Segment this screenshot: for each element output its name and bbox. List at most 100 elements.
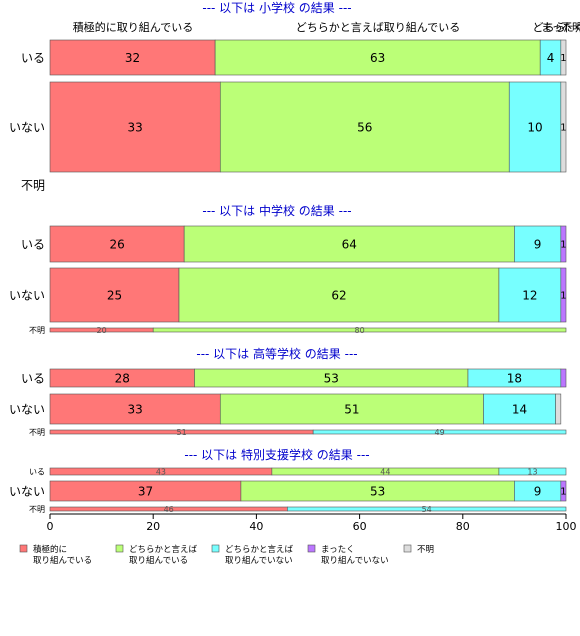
row-label: いない bbox=[9, 484, 45, 498]
bar-segment bbox=[287, 506, 567, 512]
row-label: いない bbox=[9, 402, 45, 416]
x-tick-label: 0 bbox=[47, 520, 54, 533]
bar-value-label: 37 bbox=[138, 484, 153, 498]
segment-header-label: 積極的に取り組んでいる bbox=[73, 20, 193, 34]
bar-value-label: 51 bbox=[344, 402, 359, 416]
bar-segment bbox=[219, 393, 484, 425]
bar-value-label: 14 bbox=[512, 402, 527, 416]
legend-label: 取り組んでいない bbox=[225, 555, 293, 566]
bar-segment bbox=[560, 480, 567, 502]
bar-value-label: 1 bbox=[560, 487, 566, 498]
x-tick-label: 80 bbox=[456, 520, 470, 533]
bar-value-label: 13 bbox=[527, 467, 537, 476]
bar-value-label: 18 bbox=[507, 371, 522, 385]
row-label: いる bbox=[21, 237, 45, 251]
bar-value-label: 4 bbox=[547, 51, 555, 65]
bar-value-label: 28 bbox=[115, 371, 130, 385]
bar-segment bbox=[312, 429, 567, 435]
row-label: いる bbox=[29, 467, 45, 476]
bar-value-label: 10 bbox=[527, 120, 542, 134]
segment-header-label: 不明 bbox=[561, 21, 580, 34]
bar-value-label: 20 bbox=[97, 326, 107, 335]
row-label: いない bbox=[9, 288, 45, 302]
bar-segment bbox=[49, 267, 180, 323]
bar-segment bbox=[560, 267, 567, 323]
bar-segment bbox=[560, 39, 567, 76]
bar-segment bbox=[514, 225, 562, 263]
bar-segment bbox=[152, 327, 567, 333]
bar-value-label: 33 bbox=[127, 402, 142, 416]
bar-value-label: 32 bbox=[125, 51, 140, 65]
bar-value-label: 1 bbox=[560, 53, 566, 64]
bar-segment bbox=[49, 225, 185, 263]
bar-value-label: 9 bbox=[534, 484, 542, 498]
bar-segment bbox=[178, 267, 500, 323]
bar-segment bbox=[555, 393, 562, 425]
bar-value-label: 44 bbox=[380, 467, 390, 476]
panel-title: --- 以下は 特別支援学校 の結果 --- bbox=[184, 447, 369, 462]
bar-segment bbox=[560, 81, 567, 173]
legend-swatch bbox=[115, 544, 124, 553]
bar-value-label: 49 bbox=[434, 428, 444, 437]
bar-segment bbox=[49, 39, 216, 76]
bar-value-label: 12 bbox=[522, 288, 537, 302]
bar-value-label: 25 bbox=[107, 288, 122, 302]
bar-segment bbox=[49, 393, 221, 425]
legend-swatch bbox=[403, 544, 412, 553]
legend-label: 積極的に bbox=[33, 544, 67, 555]
panel-title: --- 以下は 中学校 の結果 --- bbox=[202, 203, 351, 218]
bar-value-label: 1 bbox=[560, 291, 566, 302]
bar-value-label: 1 bbox=[560, 240, 566, 251]
legend-swatch bbox=[19, 544, 28, 553]
panel-title: --- 以下は 小学校 の結果 --- bbox=[202, 0, 351, 15]
legend-label: 不明 bbox=[417, 545, 434, 555]
bar-value-label: 56 bbox=[357, 120, 372, 134]
row-label: いない bbox=[9, 120, 45, 134]
row-label: 不明 bbox=[21, 178, 45, 192]
bar-value-label: 62 bbox=[331, 288, 346, 302]
segment-header-label: どちらかと言えば取り組んでいる bbox=[296, 21, 460, 34]
panel-title: --- 以下は 高等学校 の結果 --- bbox=[196, 346, 357, 361]
bar-segment bbox=[49, 81, 221, 173]
bar-value-label: 80 bbox=[355, 326, 365, 335]
row-label: 不明 bbox=[29, 428, 45, 437]
legend-label: どちらかと言えば bbox=[129, 544, 198, 555]
bar-value-label: 54 bbox=[422, 505, 432, 514]
bar-segment bbox=[498, 467, 567, 476]
bar-value-label: 26 bbox=[109, 237, 124, 251]
x-tick-label: 20 bbox=[146, 520, 160, 533]
row-label: いる bbox=[21, 371, 45, 385]
row-label: いる bbox=[21, 51, 45, 65]
bar-segment bbox=[498, 267, 562, 323]
bar-segment bbox=[483, 393, 556, 425]
legend-label: 取り組んでいない bbox=[321, 555, 389, 566]
bar-value-label: 53 bbox=[324, 371, 339, 385]
bar-value-label: 64 bbox=[342, 237, 357, 251]
bar-value-label: 63 bbox=[370, 51, 385, 65]
bar-value-label: 43 bbox=[156, 467, 166, 476]
x-tick-label: 40 bbox=[249, 520, 263, 533]
bar-value-label: 9 bbox=[534, 237, 542, 251]
bar-value-label: 46 bbox=[164, 505, 174, 514]
x-tick-label: 100 bbox=[556, 520, 577, 533]
bar-value-label: 1 bbox=[560, 123, 566, 134]
segment-header-label: まったく bbox=[541, 21, 580, 34]
legend-label: 取り組んでいる bbox=[129, 555, 188, 566]
bar-value-label: 53 bbox=[370, 484, 385, 498]
legend-label: まったく bbox=[321, 545, 355, 555]
segment-header-label: どちら bbox=[533, 21, 566, 34]
row-label: 不明 bbox=[29, 326, 45, 335]
legend-label: 取り組んでいる bbox=[33, 555, 92, 566]
bar-value-label: 33 bbox=[127, 120, 142, 134]
x-tick-label: 60 bbox=[353, 520, 367, 533]
legend-label: どちらかと言えば bbox=[225, 544, 294, 555]
row-label: 不明 bbox=[29, 505, 45, 514]
legend-swatch bbox=[211, 544, 220, 553]
bar-segment bbox=[560, 368, 567, 388]
bar-value-label: 51 bbox=[176, 428, 186, 437]
bar-segment bbox=[560, 225, 567, 263]
bar-segment bbox=[183, 225, 515, 263]
legend-swatch bbox=[307, 544, 316, 553]
